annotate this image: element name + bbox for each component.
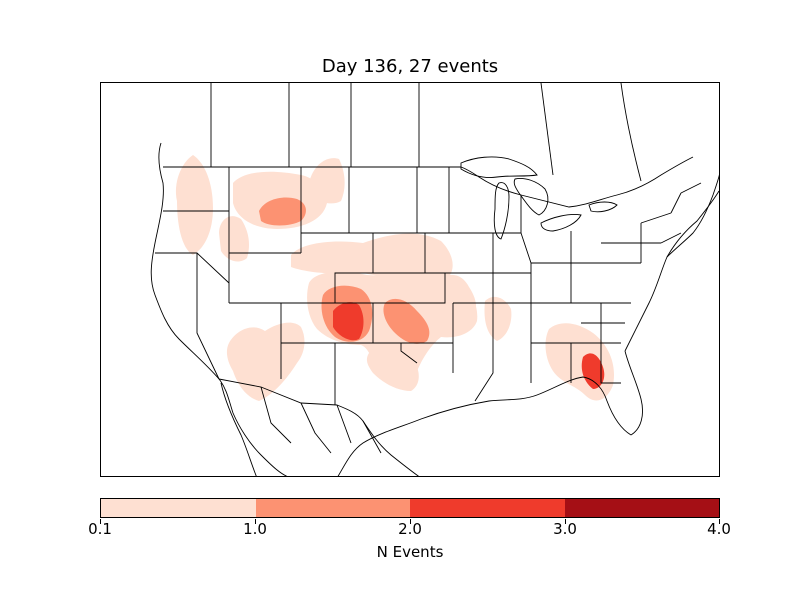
- contour-southeast: [545, 323, 615, 401]
- contour-east-kansas: [438, 274, 477, 320]
- contour-east-washington: [175, 155, 213, 255]
- colorbar: [100, 498, 720, 518]
- colorbar-tick-label: 2.0: [398, 520, 422, 538]
- colorbar-tick-label: 1.0: [243, 520, 267, 538]
- state-lines-northeast: [640, 182, 702, 244]
- colorbar-label: N Events: [376, 543, 444, 561]
- mexico-lines: [260, 386, 382, 454]
- lake-ontario: [588, 201, 618, 213]
- contour-arizona-nm: [226, 322, 305, 401]
- contour-florida-core: [581, 353, 605, 389]
- event-density-map: [150, 83, 719, 476]
- colorbar-tick-mark: [719, 519, 720, 524]
- colorbar-tick-mark: [565, 519, 566, 524]
- lake-huron: [513, 178, 549, 216]
- contour-fills: [175, 155, 615, 401]
- state-lines-east: [474, 195, 661, 402]
- colorbar-segment-4: [564, 499, 719, 517]
- contour-colorado-core: [333, 302, 364, 341]
- colorbar-tick-label: 3.0: [553, 520, 577, 538]
- coastline-west: [150, 142, 288, 476]
- colorbar-segment-3: [410, 499, 565, 517]
- lake-erie: [540, 214, 582, 232]
- us-mexico-border: [218, 378, 419, 476]
- contour-nebraska: [291, 233, 453, 281]
- coastline-newengland: [666, 174, 719, 258]
- colorbar-tick-label: 0.1: [88, 520, 112, 538]
- contour-north-idaho: [219, 216, 249, 262]
- map-title: Day 136, 27 events: [321, 56, 499, 77]
- colorbar-tick-mark: [100, 519, 101, 524]
- colorbar-tick-label: 4.0: [707, 520, 731, 538]
- map-panel: [100, 82, 720, 477]
- lake-michigan: [493, 182, 510, 240]
- contour-kansas-mid: [383, 298, 430, 344]
- coastline-atlantic: [624, 190, 719, 352]
- state-lines-central: [373, 167, 494, 373]
- coastline-florida: [624, 350, 643, 436]
- contour-arkansas: [484, 296, 512, 341]
- contour-north-texas: [366, 348, 419, 391]
- colorbar-segment-1: [101, 499, 256, 517]
- contour-central-montana-mid: [259, 197, 306, 226]
- us-canada-border: [163, 156, 694, 208]
- lake-superior: [460, 156, 538, 178]
- colorbar-tick-mark: [410, 519, 411, 524]
- coastline-gulf: [337, 376, 632, 476]
- coastline-baja: [220, 382, 257, 476]
- colorbar-tick-mark: [255, 519, 256, 524]
- province-line-5: [540, 83, 554, 176]
- colorbar-segment-2: [255, 499, 410, 517]
- contour-ne-montana: [309, 158, 345, 204]
- province-line-6: [620, 83, 642, 182]
- map-boundaries: [150, 83, 719, 476]
